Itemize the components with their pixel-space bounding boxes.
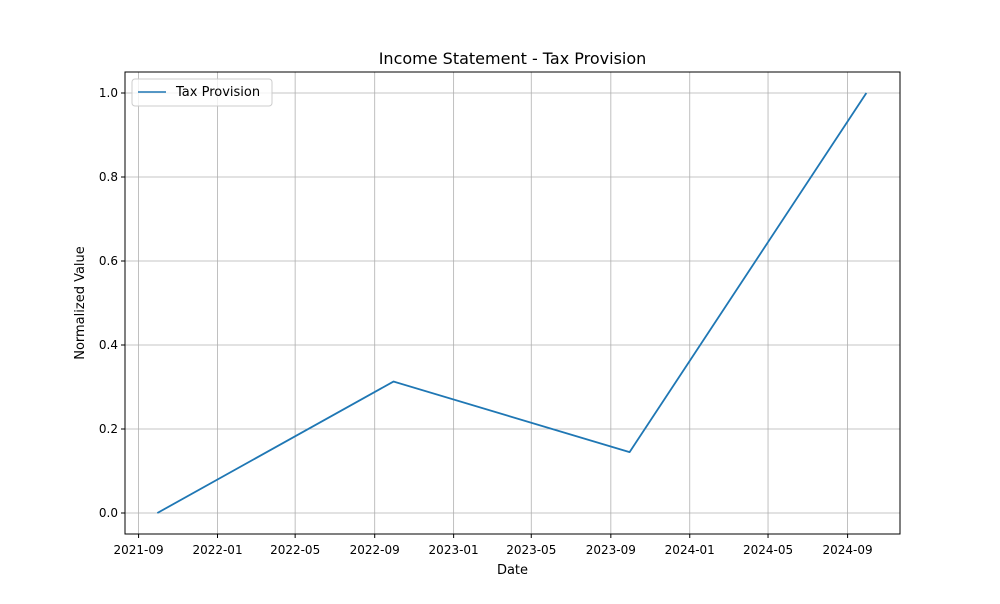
plot-frame	[124, 71, 901, 535]
x-tick-label: 2022-09	[350, 543, 400, 557]
x-tick-label: 2023-01	[429, 543, 479, 557]
x-axis-title: Date	[497, 563, 528, 578]
x-tick-label: 2021-09	[114, 543, 164, 557]
y-tick-label: 1.0	[99, 86, 118, 100]
x-tick-label: 2023-05	[506, 543, 556, 557]
x-tick-label: 2024-05	[743, 543, 793, 557]
y-tick-label: 0.4	[99, 338, 118, 352]
axis-ticks: 2021-09 2022-01 2022-05 2022-09 2023-01 2023-…	[99, 86, 873, 557]
y-axis-title: Normalized Value	[73, 246, 88, 360]
legend-label-tax-provision: Tax Provision	[175, 85, 260, 100]
y-tick-label: 0.0	[99, 506, 118, 520]
x-tick-label: 2022-05	[270, 543, 320, 557]
x-tick-label: 2022-01	[192, 543, 242, 557]
y-tick-label: 0.6	[99, 254, 118, 268]
x-tick-label: 2024-09	[823, 543, 873, 557]
legend-box	[131, 78, 273, 107]
x-tick-label: 2023-09	[586, 543, 636, 557]
y-tick-label: 0.2	[99, 422, 118, 436]
x-tick-label: 2024-01	[665, 543, 715, 557]
chart-title: Income Statement - Tax Provision	[379, 49, 647, 68]
y-tick-label: 0.8	[99, 170, 118, 184]
series-line-tax-provision	[156, 92, 868, 514]
legend: Tax Provision	[131, 78, 273, 107]
series-layer	[156, 92, 868, 514]
